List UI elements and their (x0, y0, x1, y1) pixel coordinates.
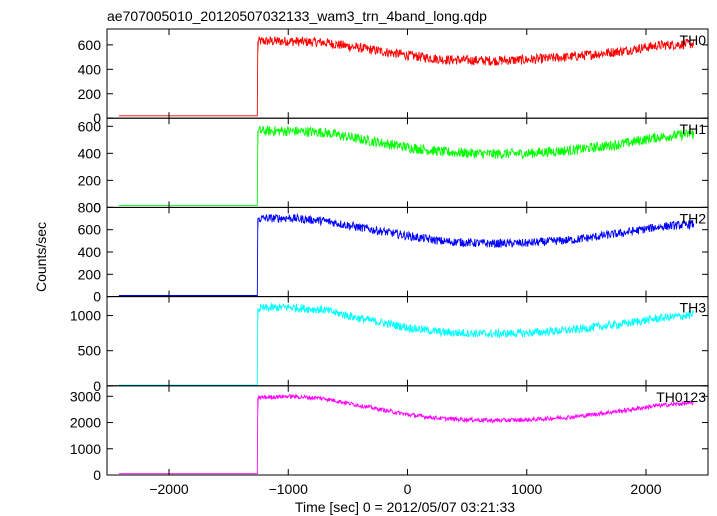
y-tick-label: 800 (78, 199, 102, 215)
y-tick-label: 2000 (70, 415, 101, 431)
panel-frame (106, 206, 709, 298)
chart-title: ae707005010_20120507032133_wam3_trn_4ban… (107, 8, 487, 24)
x-tick-label: 2000 (630, 481, 661, 497)
y-axis-label: Counts/sec (33, 222, 49, 292)
y-tick-label: 400 (78, 61, 102, 77)
y-tick-label: 200 (78, 86, 102, 102)
y-tick-label: 0 (93, 467, 101, 483)
panel-label: TH0123 (656, 389, 706, 405)
panels: 0 200 400 600 TH0 0 200 400 600 TH1 0 200 400 600 800 T… (70, 28, 709, 497)
y-tick-label: 3000 (70, 388, 101, 404)
y-tick-label: 0 (93, 199, 101, 215)
y-tick-label: 200 (78, 266, 102, 282)
x-tick-label: 1000 (511, 481, 542, 497)
y-tick-label: 0 (93, 110, 101, 126)
x-axis-label: Time [sec] 0 = 2012/05/07 03:21:33 (295, 499, 515, 515)
y-tick-label: 0 (93, 289, 101, 305)
y-tick-label: 200 (78, 172, 102, 188)
panel-label: TH0 (680, 32, 707, 48)
y-tick-label: 400 (78, 244, 102, 260)
panel-label: TH1 (680, 121, 707, 137)
y-tick-label: 600 (78, 222, 102, 238)
y-tick-label: 0 (93, 378, 101, 394)
y-tick-label: 400 (78, 145, 102, 161)
y-tick-label: 500 (78, 343, 102, 359)
y-tick-label: 1000 (70, 308, 101, 324)
x-tick-label: −1000 (269, 481, 309, 497)
series-line-th1 (118, 125, 695, 206)
panel-frame (106, 117, 709, 208)
x-tick-label: −2000 (149, 481, 189, 497)
y-tick-label: 600 (78, 118, 102, 134)
y-tick-label: 600 (78, 37, 102, 53)
series-line-th0 (118, 36, 695, 117)
panel-label: TH3 (680, 300, 707, 316)
series-line-th3 (118, 301, 695, 386)
panel-frame (106, 385, 709, 476)
y-tick-label: 1000 (70, 441, 101, 457)
series-line-th2 (118, 212, 695, 296)
panel-label: TH2 (680, 210, 707, 226)
panel-frame (106, 28, 709, 119)
x-tick-label: 0 (404, 481, 412, 497)
series-line-th0123 (118, 393, 695, 475)
panel-frame (106, 296, 709, 387)
